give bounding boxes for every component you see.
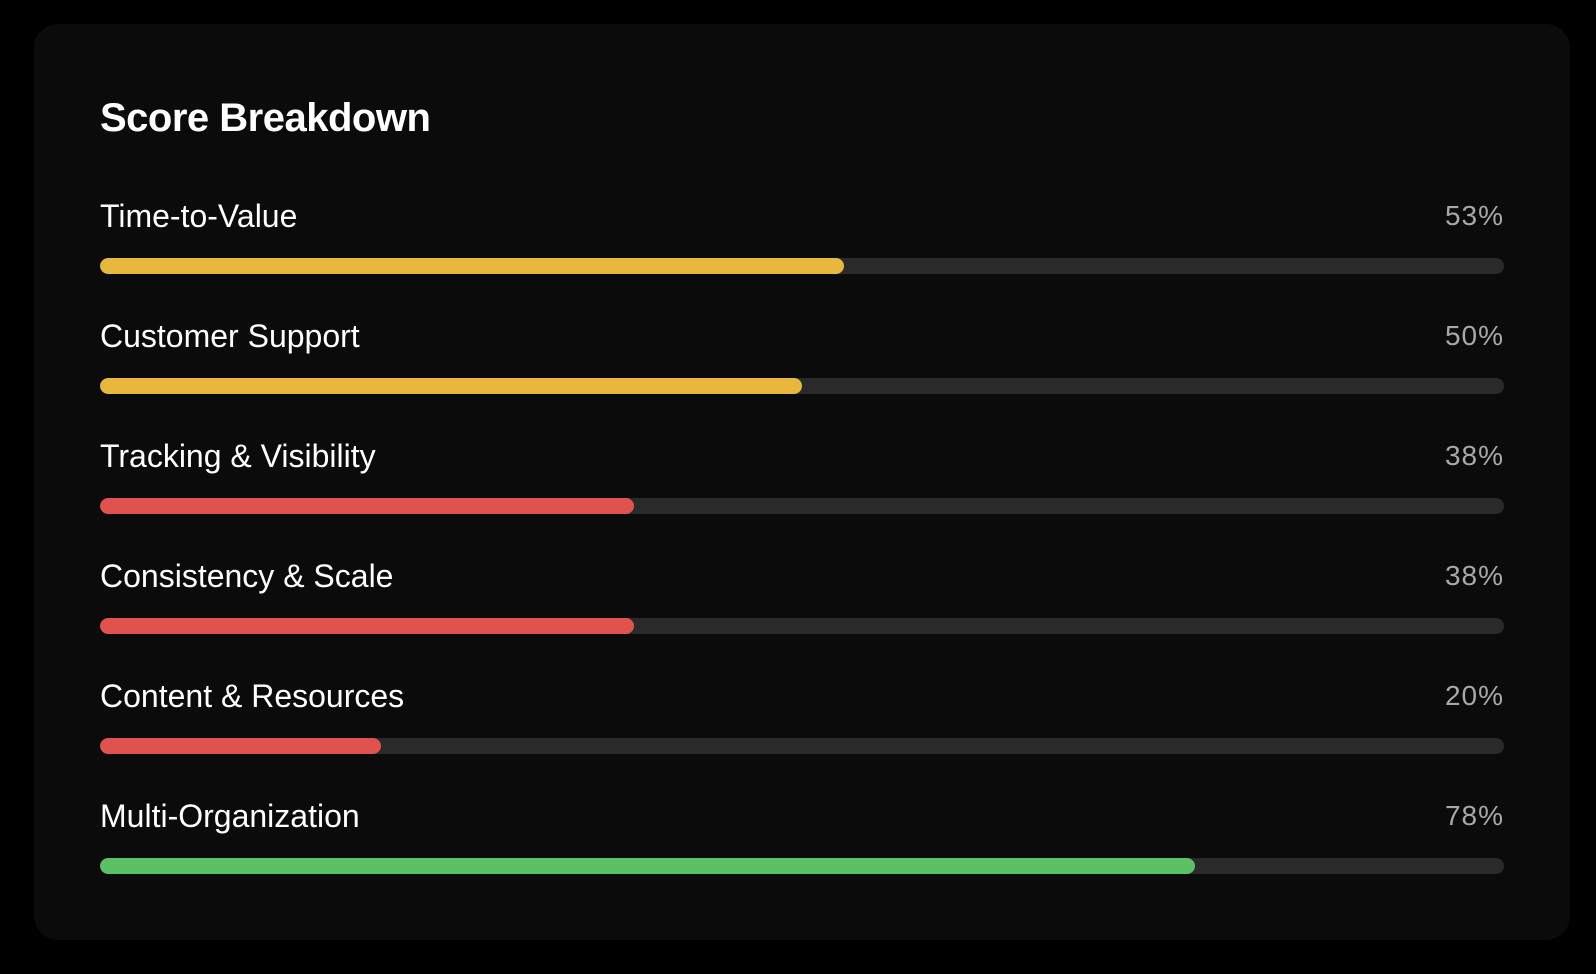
progress-fill [100,258,845,274]
score-row-percent: 38% [1444,440,1504,471]
score-row: Tracking & Visibility 38% [100,430,1504,550]
score-row-label: Tracking & Visibility [100,438,376,474]
progress-track [100,858,1504,874]
progress-fill [100,618,634,634]
score-row-percent: 38% [1444,560,1504,591]
score-row-percent: 53% [1444,200,1504,231]
progress-track [100,378,1504,394]
score-row-percent: 20% [1444,680,1504,711]
progress-fill [100,378,802,394]
score-row: Customer Support 50% [100,310,1504,430]
progress-fill [100,498,634,514]
score-row-percent: 50% [1444,320,1504,351]
score-row: Consistency & Scale 38% [100,550,1504,670]
card-title: Score Breakdown [100,96,431,140]
score-breakdown-card [34,24,1570,940]
score-row: Time-to-Value 53% [100,190,1504,310]
score-row-label: Content & Resources [100,678,405,714]
score-row-percent: 78% [1444,800,1504,831]
progress-track [100,618,1504,634]
progress-fill [100,858,1196,874]
progress-track [100,258,1504,274]
progress-track [100,738,1504,754]
score-list: Time-to-Value 53% Customer Support 50% T… [100,190,1504,910]
score-row-label: Time-to-Value [100,198,298,234]
score-row-label: Consistency & Scale [100,558,394,594]
score-row-label: Multi-Organization [100,798,360,834]
score-row: Content & Resources 20% [100,670,1504,790]
score-row: Multi-Organization 78% [100,790,1504,910]
progress-fill [100,738,381,754]
score-row-label: Customer Support [100,318,360,354]
progress-track [100,498,1504,514]
